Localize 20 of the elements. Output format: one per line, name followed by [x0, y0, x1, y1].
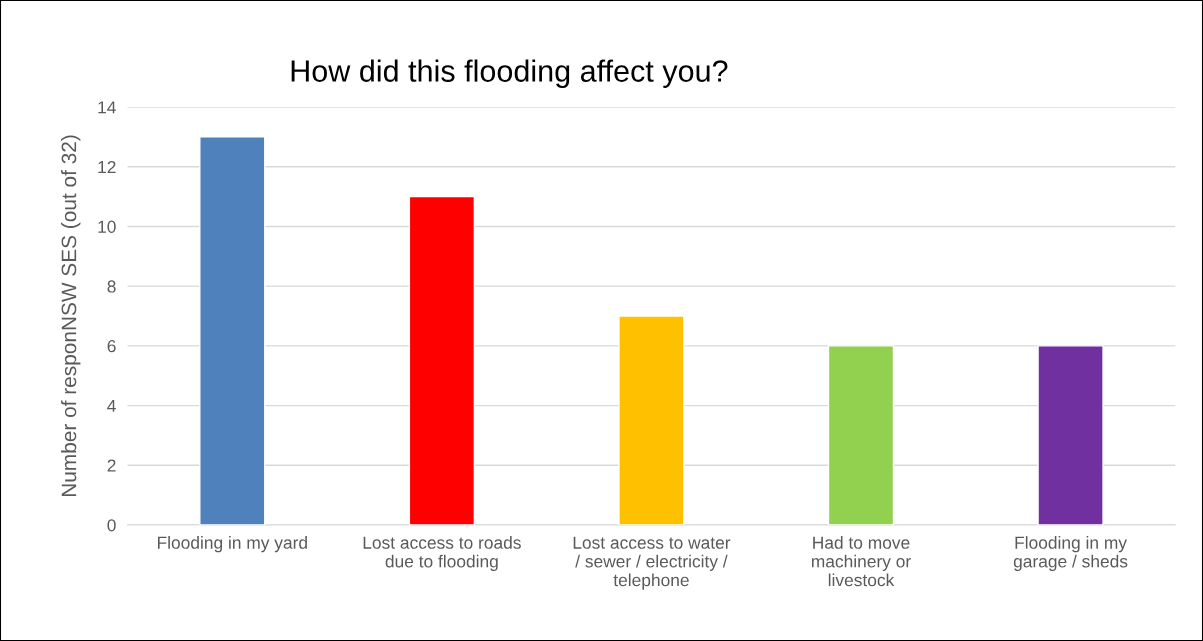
y-tick-label: 8	[107, 280, 116, 293]
y-tick-label: 4	[107, 399, 116, 412]
y-tick-label: 14	[98, 101, 116, 114]
y-tick-label: 10	[98, 220, 116, 233]
x-tick-label: Flooding in my yard	[157, 536, 307, 553]
x-tick-label: Had to move machinery or livestock	[811, 536, 911, 587]
y-tick-label: 6	[107, 340, 116, 353]
chart-title: How did this flooding affect you?	[291, 59, 728, 88]
bar	[408, 195, 476, 525]
x-tick-label: Flooding in my garage / sheds	[1013, 536, 1128, 571]
x-tick-label: Lost access to water / sewer / electricity / telephone	[573, 536, 731, 590]
y-tick-label: 2	[107, 459, 116, 472]
x-tick-label: Lost access to roads due to flooding	[363, 536, 521, 571]
bar	[1037, 345, 1104, 525]
y-axis-title: Number of responNSW SES (out of 32)	[61, 135, 81, 497]
bar	[827, 345, 895, 525]
y-tick-label: 12	[98, 160, 116, 174]
y-tick-label: 0	[107, 519, 116, 532]
bar	[618, 315, 685, 525]
bar	[199, 136, 266, 525]
